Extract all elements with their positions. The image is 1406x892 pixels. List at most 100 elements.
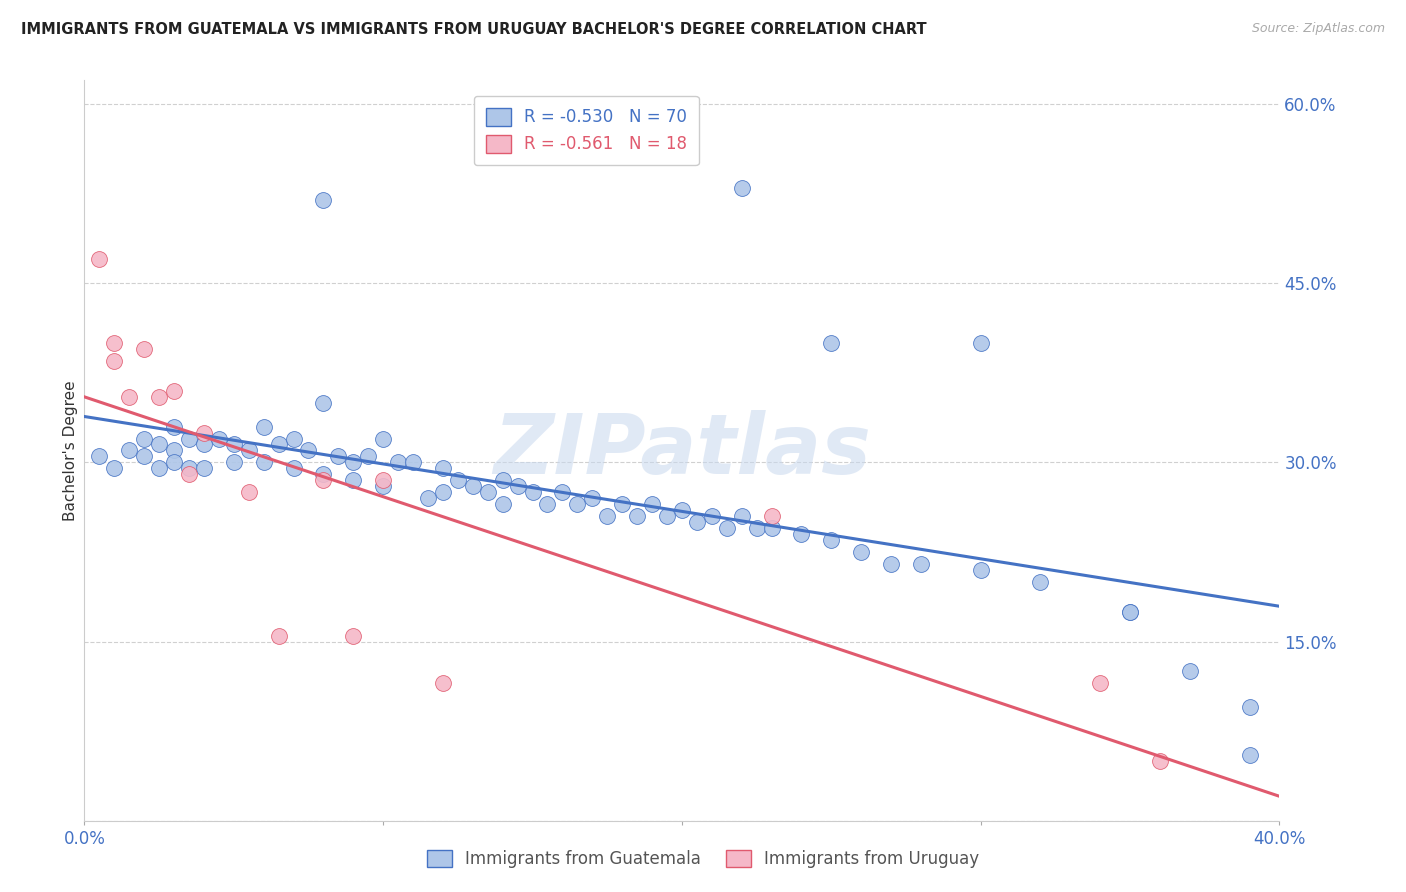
Point: [103, 336, 125, 351]
Point: [581, 491, 603, 506]
Point: [970, 336, 993, 351]
Point: [1119, 605, 1142, 619]
Point: [373, 432, 395, 446]
Point: [1090, 676, 1112, 690]
Point: [477, 485, 499, 500]
Point: [118, 390, 141, 404]
Point: [536, 497, 558, 511]
Point: [1119, 605, 1142, 619]
Point: [177, 432, 200, 446]
Point: [551, 485, 574, 500]
Point: [596, 509, 619, 524]
Text: ZIPatlas: ZIPatlas: [494, 410, 870, 491]
Legend: R = -0.530   N = 70, R = -0.561   N = 18: R = -0.530 N = 70, R = -0.561 N = 18: [474, 96, 699, 165]
Point: [267, 628, 290, 642]
Point: [970, 563, 993, 577]
Point: [492, 497, 515, 511]
Point: [163, 455, 186, 469]
Point: [851, 545, 873, 559]
Point: [89, 252, 111, 267]
Point: [312, 467, 335, 482]
Point: [1239, 747, 1261, 762]
Point: [118, 443, 141, 458]
Point: [238, 485, 260, 500]
Text: Source: ZipAtlas.com: Source: ZipAtlas.com: [1251, 22, 1385, 36]
Point: [641, 497, 664, 511]
Point: [342, 455, 364, 469]
Legend: Immigrants from Guatemala, Immigrants from Uruguay: Immigrants from Guatemala, Immigrants fr…: [420, 843, 986, 875]
Point: [492, 473, 515, 487]
Point: [89, 450, 111, 464]
Point: [373, 479, 395, 493]
Point: [373, 473, 395, 487]
Point: [567, 497, 589, 511]
Point: [686, 515, 709, 529]
Point: [148, 437, 170, 451]
Point: [163, 419, 186, 434]
Point: [312, 395, 335, 409]
Point: [267, 437, 290, 451]
Point: [283, 432, 305, 446]
Point: [761, 521, 783, 535]
Point: [193, 437, 215, 451]
Point: [132, 432, 156, 446]
Point: [103, 354, 125, 368]
Point: [1178, 665, 1201, 679]
Point: [432, 485, 454, 500]
Point: [402, 455, 425, 469]
Point: [312, 193, 335, 207]
Point: [193, 425, 215, 440]
Point: [626, 509, 648, 524]
Point: [716, 521, 738, 535]
Point: [820, 533, 842, 547]
Point: [222, 455, 245, 469]
Point: [910, 557, 932, 571]
Point: [193, 461, 215, 475]
Point: [253, 419, 276, 434]
Point: [447, 473, 470, 487]
Point: [177, 467, 200, 482]
Point: [506, 479, 529, 493]
Point: [880, 557, 903, 571]
Point: [283, 461, 305, 475]
Point: [342, 473, 364, 487]
Point: [297, 443, 319, 458]
Point: [761, 509, 783, 524]
Point: [432, 461, 454, 475]
Point: [461, 479, 484, 493]
Point: [432, 676, 454, 690]
Point: [387, 455, 409, 469]
Point: [132, 342, 156, 356]
Point: [177, 461, 200, 475]
Y-axis label: Bachelor's Degree: Bachelor's Degree: [63, 380, 77, 521]
Point: [132, 450, 156, 464]
Point: [820, 336, 842, 351]
Point: [238, 443, 260, 458]
Point: [700, 509, 723, 524]
Point: [671, 503, 693, 517]
Point: [163, 384, 186, 398]
Point: [342, 628, 364, 642]
Point: [208, 432, 231, 446]
Point: [1239, 700, 1261, 714]
Point: [148, 461, 170, 475]
Text: IMMIGRANTS FROM GUATEMALA VS IMMIGRANTS FROM URUGUAY BACHELOR'S DEGREE CORRELATI: IMMIGRANTS FROM GUATEMALA VS IMMIGRANTS …: [21, 22, 927, 37]
Point: [790, 527, 813, 541]
Point: [612, 497, 634, 511]
Point: [103, 461, 125, 475]
Point: [163, 443, 186, 458]
Point: [1029, 574, 1052, 589]
Point: [522, 485, 544, 500]
Point: [312, 473, 335, 487]
Point: [328, 450, 350, 464]
Point: [148, 390, 170, 404]
Point: [253, 455, 276, 469]
Point: [655, 509, 678, 524]
Point: [745, 521, 768, 535]
Point: [222, 437, 245, 451]
Point: [1149, 754, 1171, 768]
Point: [731, 180, 754, 194]
Point: [731, 509, 754, 524]
Point: [416, 491, 439, 506]
Point: [357, 450, 380, 464]
